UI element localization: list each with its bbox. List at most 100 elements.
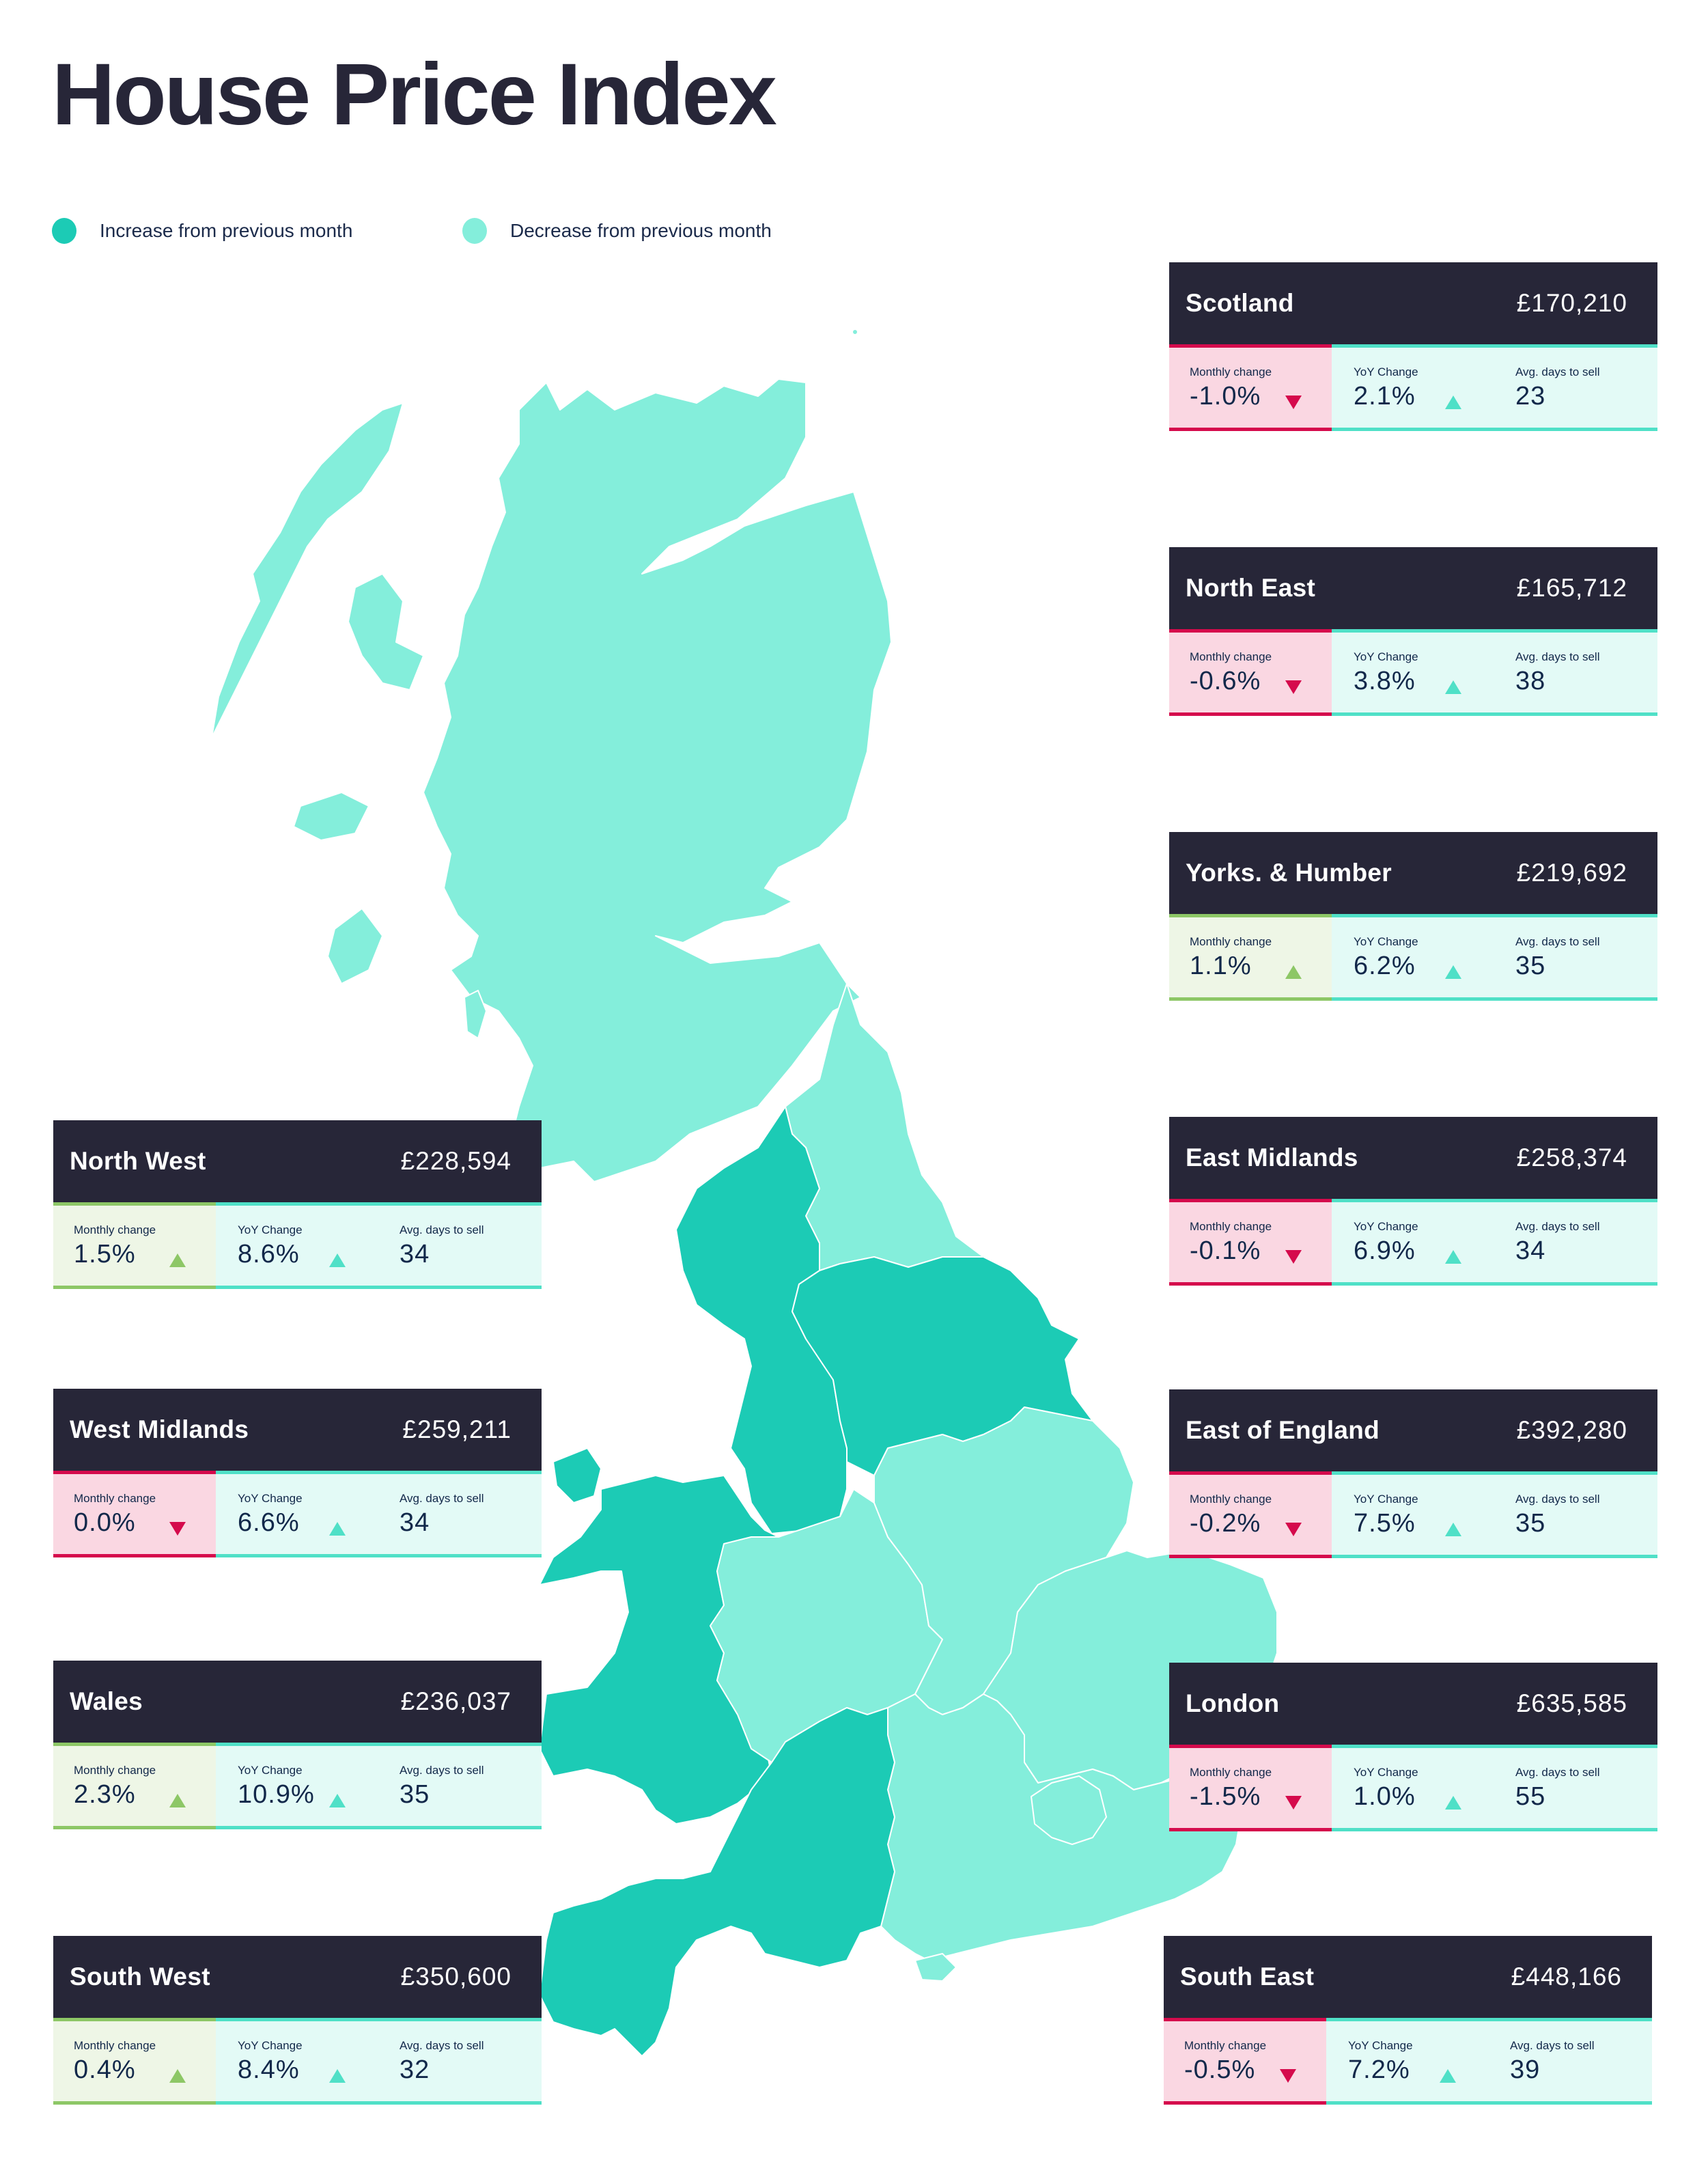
monthly-change-value: -1.0% — [1190, 382, 1261, 411]
yoy-change-label: YoY Change — [1354, 1766, 1418, 1779]
map-region-south-west[interactable] — [539, 1707, 895, 2057]
card-header: East of England £392,280 — [1169, 1389, 1657, 1471]
days-to-sell-label: Avg. days to sell — [400, 1764, 484, 1777]
region-card-scotland[interactable]: Scotland £170,210 Monthly change -1.0% Y… — [1169, 262, 1657, 431]
yoy-change-value: 7.5% — [1354, 1509, 1416, 1538]
days-to-sell-cell: Avg. days to sell 35 — [380, 1743, 542, 1829]
yoy-change-label: YoY Change — [1348, 2039, 1413, 2052]
arrow-up-icon — [329, 1794, 346, 1807]
region-card-london[interactable]: London £635,585 Monthly change -1.5% YoY… — [1169, 1663, 1657, 1831]
region-card-south-east[interactable]: South East £448,166 Monthly change -0.5%… — [1164, 1936, 1652, 2105]
map-island-isle-of-wight — [914, 1953, 957, 1982]
days-to-sell-label: Avg. days to sell — [1510, 2039, 1595, 2052]
yoy-change-value: 8.4% — [238, 2055, 300, 2084]
region-card-north-east[interactable]: North East £165,712 Monthly change -0.6%… — [1169, 547, 1657, 716]
region-price: £635,585 — [1516, 1689, 1627, 1717]
arrow-down-icon — [1285, 680, 1302, 694]
monthly-change-value: -0.1% — [1190, 1236, 1261, 1265]
monthly-change-label: Monthly change — [74, 1764, 156, 1777]
region-price: £236,037 — [400, 1687, 512, 1715]
yoy-change-label: YoY Change — [1354, 935, 1418, 948]
days-to-sell-value: 32 — [400, 2055, 430, 2084]
region-card-wales[interactable]: Wales £236,037 Monthly change 2.3% YoY C… — [53, 1661, 542, 1829]
yoy-change-label: YoY Change — [238, 2039, 303, 2052]
monthly-change-cell: Monthly change -0.1% — [1169, 1199, 1332, 1286]
monthly-change-value: 0.0% — [74, 1508, 136, 1537]
map-region-north-west[interactable] — [675, 1106, 848, 1534]
page-title: House Price Index — [52, 46, 777, 143]
card-header: North West £228,594 — [53, 1120, 542, 1202]
region-name: London — [1186, 1689, 1280, 1717]
region-card-east-midlands[interactable]: East Midlands £258,374 Monthly change -0… — [1169, 1117, 1657, 1286]
yoy-change-label: YoY Change — [1354, 1493, 1418, 1506]
arrow-up-icon — [169, 2069, 186, 2083]
arrow-up-icon — [329, 1253, 346, 1267]
monthly-change-cell: Monthly change 1.5% — [53, 1202, 216, 1289]
yoy-change-cell: YoY Change 6.2% — [1332, 914, 1496, 1001]
days-to-sell-value: 35 — [400, 1780, 430, 1809]
arrow-up-icon — [1445, 1250, 1461, 1264]
arrow-up-icon — [1445, 680, 1461, 694]
region-card-north-west[interactable]: North West £228,594 Monthly change 1.5% … — [53, 1120, 542, 1289]
arrow-down-icon — [169, 1522, 186, 1536]
monthly-change-label: Monthly change — [1190, 1220, 1272, 1233]
days-to-sell-label: Avg. days to sell — [1515, 935, 1600, 948]
arrow-up-icon — [1440, 2069, 1456, 2083]
yoy-change-label: YoY Change — [238, 1223, 303, 1236]
arrow-up-icon — [169, 1253, 186, 1267]
yoy-change-value: 7.2% — [1348, 2055, 1410, 2084]
region-card-south-west[interactable]: South West £350,600 Monthly change 0.4% … — [53, 1936, 542, 2105]
arrow-down-icon — [1285, 1250, 1302, 1264]
card-header: East Midlands £258,374 — [1169, 1117, 1657, 1199]
yoy-change-cell: YoY Change 1.0% — [1332, 1745, 1496, 1831]
days-to-sell-value: 34 — [400, 1508, 430, 1537]
days-to-sell-value: 34 — [1515, 1236, 1546, 1265]
yoy-change-cell: YoY Change 8.4% — [216, 2018, 380, 2105]
monthly-change-value: 2.3% — [74, 1780, 136, 1809]
map-island-islay — [327, 908, 383, 984]
days-to-sell-cell: Avg. days to sell 34 — [380, 1202, 542, 1289]
region-card-east-of-england[interactable]: East of England £392,280 Monthly change … — [1169, 1389, 1657, 1558]
days-to-sell-cell: Avg. days to sell 35 — [1496, 914, 1657, 1001]
map-region-scotland[interactable] — [423, 378, 892, 1203]
card-header: South East £448,166 — [1164, 1936, 1652, 2018]
region-name: North East — [1186, 574, 1316, 602]
region-card-west-midlands[interactable]: West Midlands £259,211 Monthly change 0.… — [53, 1389, 542, 1557]
days-to-sell-value: 23 — [1515, 382, 1546, 411]
yoy-change-value: 1.0% — [1354, 1782, 1416, 1811]
yoy-change-value: 2.1% — [1354, 382, 1416, 411]
yoy-change-label: YoY Change — [1354, 650, 1418, 663]
region-price: £448,166 — [1511, 1963, 1622, 1991]
days-to-sell-value: 34 — [400, 1240, 430, 1269]
days-to-sell-cell: Avg. days to sell 23 — [1496, 344, 1657, 431]
map-island-mull — [293, 792, 369, 841]
region-name: East Midlands — [1186, 1144, 1358, 1172]
region-name: Yorks. & Humber — [1186, 859, 1392, 887]
arrow-up-icon — [1285, 965, 1302, 979]
map-region-london[interactable] — [1031, 1775, 1107, 1845]
days-to-sell-label: Avg. days to sell — [1515, 1220, 1600, 1233]
yoy-change-label: YoY Change — [1354, 365, 1418, 378]
decrease-dot-icon — [462, 218, 487, 244]
arrow-down-icon — [1285, 1523, 1302, 1536]
yoy-change-label: YoY Change — [238, 1492, 303, 1505]
monthly-change-cell: Monthly change 1.1% — [1169, 914, 1332, 1001]
monthly-change-label: Monthly change — [1190, 365, 1272, 378]
yoy-change-cell: YoY Change 7.5% — [1332, 1471, 1496, 1558]
region-price: £219,692 — [1516, 859, 1627, 887]
arrow-down-icon — [1285, 396, 1302, 409]
region-card-yorks-humber[interactable]: Yorks. & Humber £219,692 Monthly change … — [1169, 832, 1657, 1001]
days-to-sell-value: 39 — [1510, 2055, 1541, 2084]
yoy-change-value: 8.6% — [238, 1240, 300, 1269]
yoy-change-value: 10.9% — [238, 1780, 315, 1809]
map-island-shetland — [852, 329, 858, 335]
legend-increase: Increase from previous month — [52, 217, 352, 245]
region-name: North West — [70, 1147, 206, 1175]
yoy-change-cell: YoY Change 8.6% — [216, 1202, 380, 1289]
map-island-outer-hebrides — [211, 402, 404, 738]
region-price: £392,280 — [1516, 1416, 1627, 1444]
map-island-arran — [464, 990, 487, 1039]
arrow-up-icon — [329, 2069, 346, 2083]
arrow-up-icon — [329, 1522, 346, 1536]
days-to-sell-cell: Avg. days to sell 38 — [1496, 629, 1657, 716]
